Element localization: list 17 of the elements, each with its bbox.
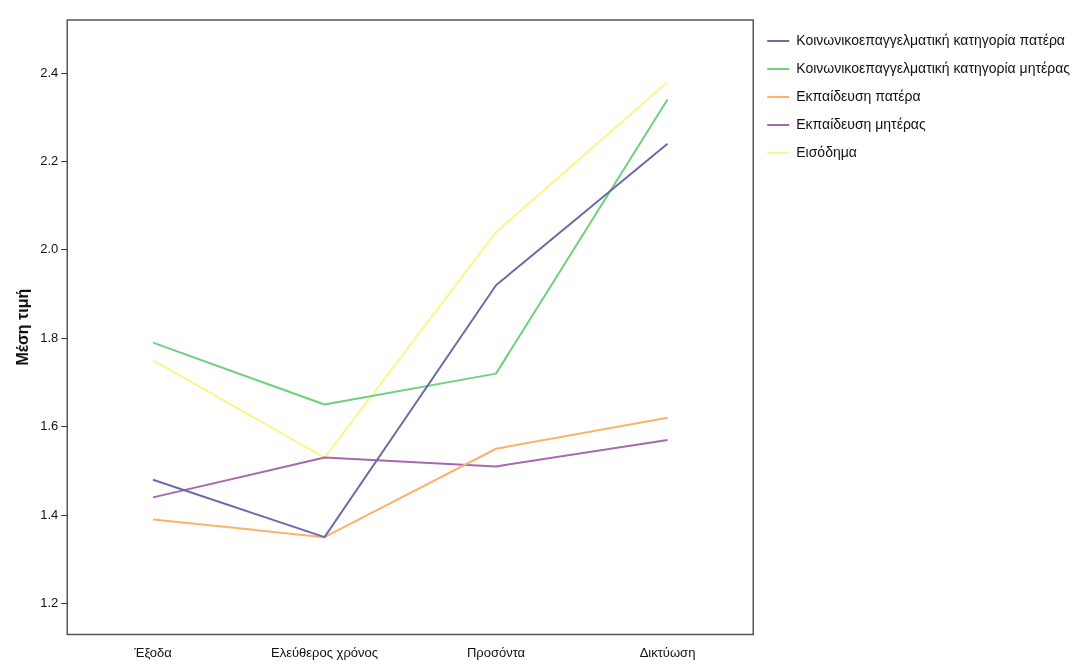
y-tick-label: 1.8 xyxy=(40,329,59,345)
y-tick-label: 2.0 xyxy=(40,241,59,257)
legend-label: Εισόδημα xyxy=(796,143,857,160)
legend-label: Εκπαίδευση μητέρας xyxy=(796,115,926,132)
legend-label: Κοινωνικοεπαγγελματική κατηγορία πατέρα xyxy=(796,31,1065,48)
y-tick-label: 1.2 xyxy=(40,595,59,611)
y-tick-label: 2.4 xyxy=(40,64,59,80)
y-tick-label: 1.6 xyxy=(40,418,59,434)
x-tick-label: Ελεύθερος χρόνος xyxy=(270,644,379,660)
legend-label: Εκπαίδευση πατέρα xyxy=(796,87,921,104)
y-tick-label: 1.4 xyxy=(40,506,59,522)
x-tick-label: Δικτύωση xyxy=(639,644,696,660)
y-axis-title: Μέση τιμή xyxy=(14,288,32,366)
x-tick-label: Προσόντα xyxy=(466,644,526,660)
y-tick-label: 2.2 xyxy=(40,153,59,169)
legend-label: Κοινωνικοεπαγγελματική κατηγορία μητέρας xyxy=(796,59,1071,76)
x-tick-label: Έξοδα xyxy=(133,644,173,660)
